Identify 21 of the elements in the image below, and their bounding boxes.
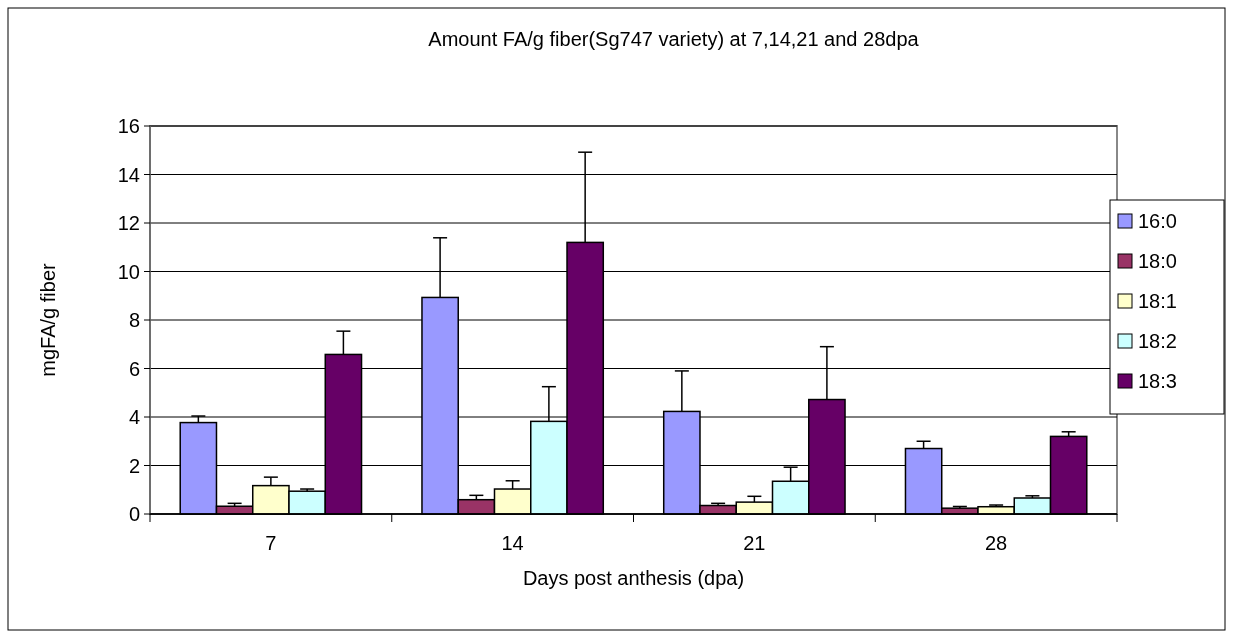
y-tick-label: 16 [117, 115, 140, 137]
y-tick-label: 2 [128, 454, 140, 477]
x-tick-label: 21 [743, 532, 766, 554]
legend-label: 16:0 [1138, 210, 1177, 232]
legend-label: 18:1 [1138, 290, 1177, 312]
x-tick-label: 28 [985, 532, 1008, 554]
x-tick-label: 7 [265, 532, 277, 554]
y-tick-label: 12 [117, 212, 140, 234]
y-tick-label: 14 [117, 163, 140, 186]
y-tick-label: 6 [128, 357, 140, 380]
y-tick-label: 8 [128, 309, 140, 331]
y-tick-label: 0 [128, 503, 140, 525]
y-tick-label: 10 [117, 260, 140, 283]
legend-label: 18:3 [1138, 370, 1177, 392]
x-axis-title: Days post anthesis (dpa) [522, 567, 745, 589]
chart-title: Amount FA/g fiber(Sg747 variety) at 7,14,21 and 28dpa [428, 28, 920, 50]
y-axis-title: mgFA/g fiber [37, 262, 59, 377]
y-tick-label: 4 [128, 406, 140, 428]
x-tick-label: 14 [501, 532, 524, 554]
legend-label: 18:0 [1138, 250, 1177, 272]
legend-label: 18:2 [1138, 330, 1177, 352]
